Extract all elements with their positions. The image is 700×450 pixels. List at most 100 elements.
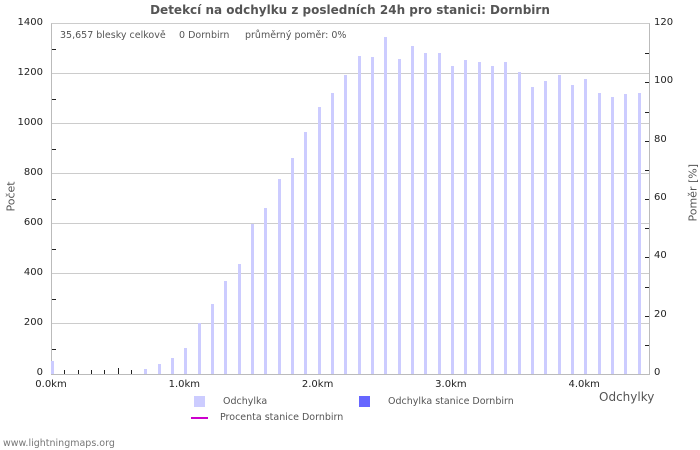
bar-odchylka bbox=[584, 78, 588, 374]
x-tick-mark bbox=[130, 370, 132, 374]
bar-odchylka bbox=[384, 37, 388, 374]
y-tick-label-right: 0 bbox=[654, 367, 661, 378]
y-tick-label: 600 bbox=[23, 217, 43, 228]
y-axis-title-left: Počet bbox=[4, 181, 18, 212]
x-tick-mark bbox=[90, 370, 92, 374]
legend-procenta-stanice: Procenta stanice Dornbirn bbox=[191, 412, 343, 423]
bar-odchylka bbox=[504, 61, 508, 374]
grid-line bbox=[52, 273, 649, 274]
info-ratio: průměrný poměr: 0% bbox=[245, 30, 347, 41]
bar-odchylka bbox=[637, 92, 641, 374]
y-minor-tick bbox=[52, 49, 56, 50]
bar-odchylka bbox=[264, 208, 268, 374]
y-tick-label-right: 60 bbox=[654, 192, 667, 203]
x-tick-label: 2.0km bbox=[301, 379, 334, 390]
bar-odchylka bbox=[210, 303, 214, 374]
y-minor-tick-right bbox=[645, 315, 649, 317]
y-tick-label: 400 bbox=[23, 267, 43, 278]
x-tick-mark bbox=[64, 370, 66, 374]
bar-odchylka bbox=[557, 74, 561, 374]
bar-odchylka bbox=[290, 158, 294, 374]
y-tick-label-right: 20 bbox=[654, 308, 667, 320]
grid-line bbox=[52, 123, 649, 124]
grid-line bbox=[52, 73, 649, 74]
y-tick-label-right: 80 bbox=[654, 133, 667, 145]
y-minor-tick-right bbox=[645, 169, 649, 171]
y-minor-tick-right bbox=[645, 111, 649, 113]
x-axis-title: Odchylky bbox=[599, 390, 655, 404]
grid-line bbox=[52, 323, 649, 324]
x-tick-mark bbox=[104, 370, 106, 374]
y-minor-tick-right bbox=[645, 82, 649, 84]
x-tick-mark bbox=[117, 368, 119, 374]
y-tick-label-right: 40 bbox=[654, 250, 667, 262]
bar-odchylka bbox=[344, 74, 348, 374]
bar-odchylka bbox=[304, 131, 308, 374]
y-minor-tick-right bbox=[645, 344, 649, 346]
bar-odchylka bbox=[330, 92, 334, 374]
y-tick-label-right: 120 bbox=[654, 17, 674, 28]
y-axis-title-right: Poměr [%] bbox=[686, 163, 700, 222]
bar-odchylka bbox=[184, 348, 188, 374]
footer-credit: www.lightningmaps.org bbox=[3, 438, 115, 449]
bar-odchylka bbox=[157, 364, 161, 374]
grid-line bbox=[52, 173, 649, 174]
x-tick-label: 3.0km bbox=[435, 379, 467, 390]
y-minor-tick bbox=[52, 249, 56, 250]
x-tick-label: 4.0km bbox=[568, 379, 600, 390]
chart-title: Detekcí na odchylku z posledních 24h pro… bbox=[150, 3, 550, 17]
y-minor-tick bbox=[52, 149, 56, 150]
bar-odchylka bbox=[544, 80, 548, 374]
bar-odchylka bbox=[370, 56, 374, 374]
bar-odchylka bbox=[610, 96, 614, 374]
y-minor-tick bbox=[52, 199, 56, 200]
y-minor-tick bbox=[52, 349, 56, 350]
y-tick-label: 1400 bbox=[17, 17, 43, 28]
y-tick-label: 800 bbox=[23, 167, 43, 178]
bar-odchylka bbox=[410, 45, 414, 374]
bar-odchylka bbox=[624, 93, 628, 374]
bar-odchylka bbox=[277, 179, 281, 374]
y-minor-tick bbox=[52, 99, 56, 100]
y-minor-tick-right bbox=[645, 53, 649, 55]
y-minor-tick-right bbox=[645, 140, 649, 142]
bar-odchylka bbox=[530, 86, 534, 374]
bar-odchylka bbox=[197, 323, 201, 374]
legend-label: Odchylka bbox=[223, 396, 268, 407]
x-tick-mark bbox=[77, 370, 79, 374]
y-minor-tick-right bbox=[645, 257, 649, 259]
y-minor-tick bbox=[52, 299, 56, 300]
bar-odchylka bbox=[597, 92, 601, 374]
y-minor-tick-right bbox=[645, 286, 649, 288]
legend-label: Procenta stanice Dornbirn bbox=[220, 412, 344, 423]
x-tick-label: 1.0km bbox=[168, 379, 201, 390]
bar-odchylka bbox=[477, 61, 481, 374]
bar-odchylka bbox=[144, 369, 148, 374]
plot-area bbox=[51, 23, 650, 375]
y-minor-tick-right bbox=[645, 228, 649, 230]
bar-odchylka bbox=[424, 52, 428, 374]
legend-swatch-icon bbox=[359, 396, 370, 407]
bar-odchylka bbox=[170, 358, 174, 374]
y-minor-tick-right bbox=[645, 199, 649, 200]
bar-odchylka bbox=[490, 65, 494, 374]
info-total: 35,657 blesky celkově bbox=[60, 30, 166, 41]
legend-odchylka: Odchylka bbox=[194, 396, 267, 407]
bar-odchylka bbox=[357, 55, 361, 374]
bar-odchylka bbox=[517, 71, 521, 374]
grid-line bbox=[52, 223, 649, 224]
bar-odchylka bbox=[250, 224, 254, 374]
legend-line-icon bbox=[191, 416, 208, 419]
bar-odchylka bbox=[464, 59, 468, 374]
bar-odchylka bbox=[437, 52, 441, 374]
y-tick-label: 200 bbox=[23, 317, 43, 328]
bar-odchylka bbox=[51, 361, 54, 374]
legend-label: Odchylka stanice Dornbirn bbox=[388, 396, 514, 407]
bar-odchylka bbox=[317, 106, 321, 374]
bar-odchylka bbox=[570, 84, 574, 374]
y-tick-label: 1200 bbox=[17, 67, 43, 78]
y-tick-label-right: 100 bbox=[654, 75, 674, 87]
bar-odchylka bbox=[397, 58, 401, 374]
y-tick-label: 1000 bbox=[17, 117, 43, 128]
x-tick-label: 0.0km bbox=[35, 379, 67, 390]
